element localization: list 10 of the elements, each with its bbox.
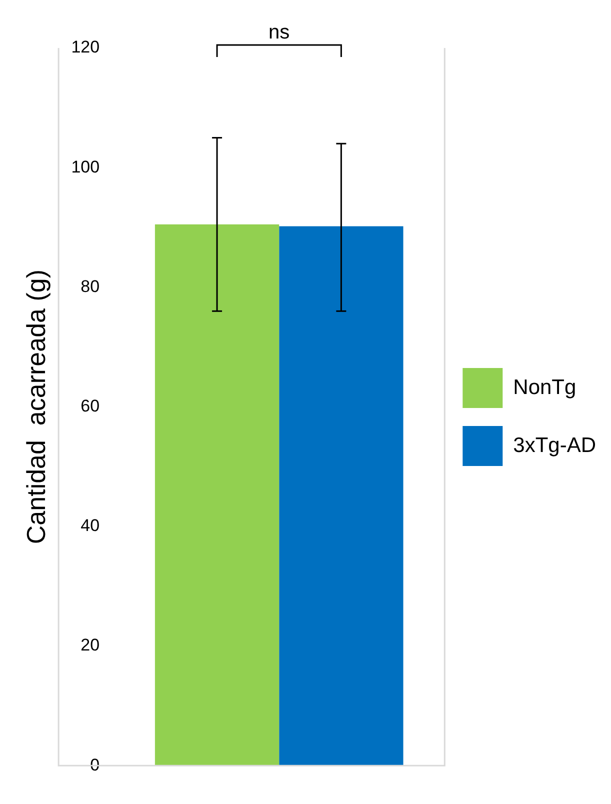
y-tick-label: 100 [71, 157, 100, 176]
y-tick-label: 120 [71, 38, 100, 57]
legend-label: NonTg [513, 376, 576, 399]
y-tick-label: 60 [80, 396, 100, 416]
y-tick-label: 80 [80, 276, 100, 296]
y-tick-label: 40 [80, 516, 100, 536]
legend-label: 3xTg-AD [513, 434, 596, 457]
y-tick-label: 20 [80, 636, 100, 655]
y-axis-title: Cantidad acarreada (g) [20, 269, 51, 544]
text: ns [268, 22, 290, 44]
